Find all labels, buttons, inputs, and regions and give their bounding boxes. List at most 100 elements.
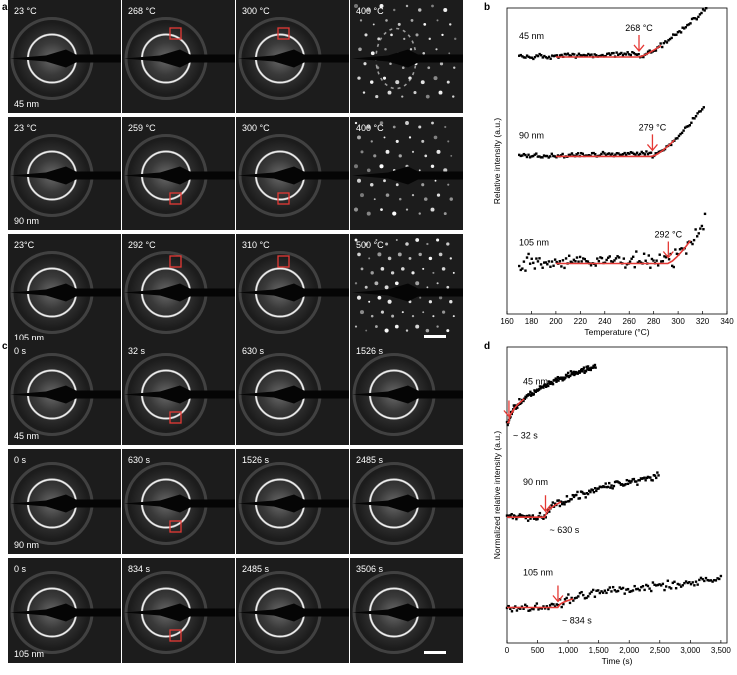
data-point [620,483,624,486]
data-point [507,604,510,608]
data-point [528,393,531,396]
data-point [553,378,557,382]
diffraction-spot [394,281,399,286]
data-point [672,33,675,36]
data-point [589,264,593,267]
diffraction-spot [380,310,384,314]
beam-stop [10,603,121,622]
condition-label: 2485 s [356,455,384,465]
data-point [531,154,535,158]
data-point [703,9,706,12]
data-point [623,592,626,595]
diffraction-spot [419,296,422,299]
diffraction-spot [353,207,359,212]
diffraction-spot [422,267,425,270]
data-point [652,259,655,262]
diffraction-spot [408,256,412,260]
diffraction-spot [377,295,382,300]
data-point [631,50,634,54]
diffraction-image: 400 °C [350,0,463,113]
x-tick-label: 180 [525,317,539,326]
data-point [536,54,540,58]
data-point [701,578,704,581]
x-tick-label: 320 [696,317,710,326]
data-point [565,53,568,56]
data-point [550,504,553,507]
fit-line [555,240,691,265]
x-tick-label: 340 [720,317,734,326]
data-point [586,492,590,496]
fit-line [555,44,662,58]
data-point [586,367,589,371]
data-point [698,578,701,582]
diffraction-spot [354,121,358,125]
data-point [697,232,700,235]
data-point [546,57,549,60]
data-point [696,112,699,115]
data-point [583,492,586,495]
data-point [642,252,646,255]
series-90-nm: ~ 630 s 90 nm [505,471,660,535]
data-point [634,153,637,156]
diffraction-spot [385,193,390,197]
data-point [632,152,636,156]
diffraction-spot [373,154,377,158]
data-point [593,595,597,598]
data-point [636,587,640,591]
data-point [589,368,593,372]
onset-arrow [503,400,515,418]
data-point [714,579,718,582]
diffraction-spot [441,33,444,37]
data-point [607,256,610,259]
data-point [564,257,568,260]
onset-label: 268 °C [625,23,653,33]
data-point [665,41,669,44]
beam-stop [352,49,463,68]
data-point [539,156,543,159]
diffraction-spot [357,252,361,257]
fit-line [555,139,675,158]
x-tick-label: 1,000 [558,646,579,655]
data-point [612,51,615,55]
data-point [538,52,541,56]
data-point [695,18,698,21]
beam-stop [10,166,121,185]
data-point [591,488,594,492]
data-point [609,486,612,489]
data-point [653,49,656,52]
data-point [581,370,584,373]
data-point [575,596,578,599]
diffraction-spot [369,182,374,187]
data-point [565,495,569,498]
data-point [646,152,650,156]
data-point [584,54,587,57]
diffraction-spot [418,252,422,257]
data-point [633,265,636,269]
data-point [569,370,573,373]
diffraction-spot [358,47,362,52]
diffraction-spot [380,267,385,271]
data-point [664,256,668,259]
data-point [607,52,610,55]
data-point [688,581,691,584]
data-point [569,54,573,58]
diffraction-spot [454,37,457,41]
data-point [520,401,523,404]
data-point [577,595,580,598]
diffraction-spot [430,207,435,212]
data-point [515,517,518,521]
diffraction-spot [359,19,363,22]
series-label: 90 nm [519,130,544,140]
diffraction-spot [452,95,455,98]
data-point [514,407,518,410]
data-point [579,54,582,57]
data-point [612,484,616,488]
diffraction-spot [438,90,443,95]
diffraction-spot [401,95,404,98]
series-label: 45 nm [519,31,544,41]
beam-stop [238,603,349,622]
data-point [655,259,658,262]
diffraction-spot [443,168,448,173]
data-point [542,605,545,608]
diffraction-spot [434,179,437,182]
